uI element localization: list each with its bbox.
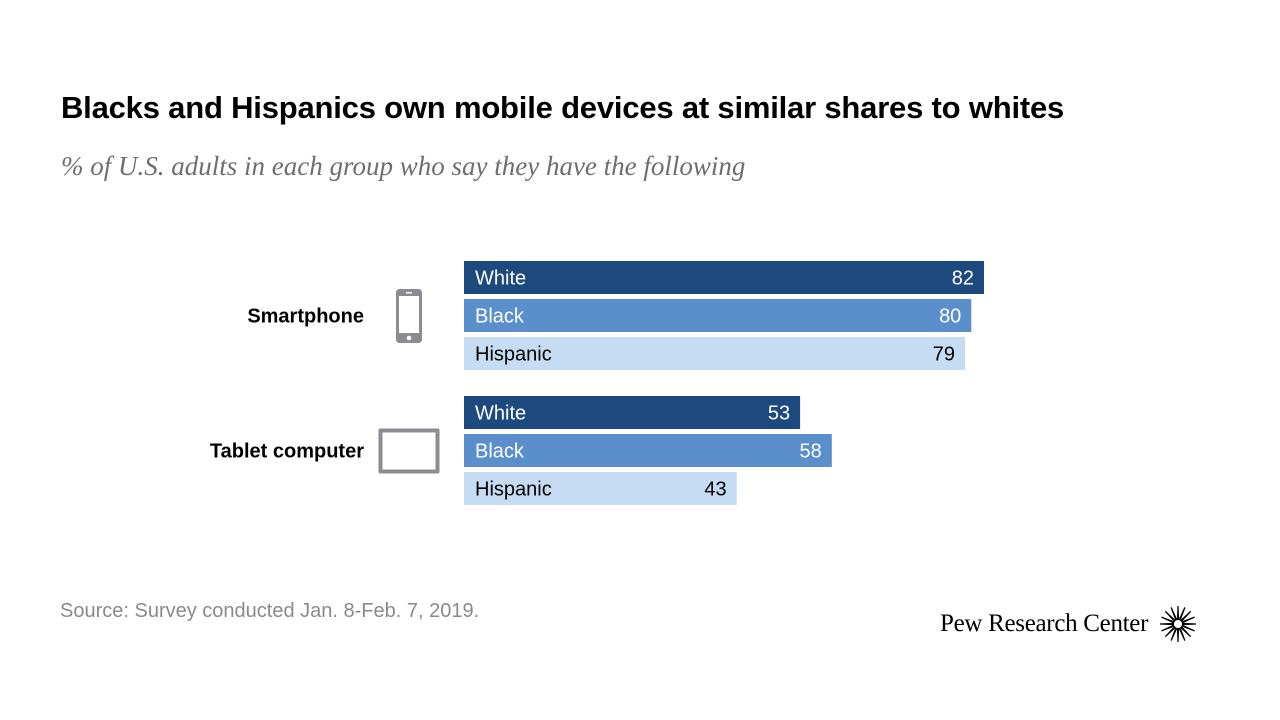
bar-value-label: 53 <box>768 403 790 425</box>
brand-logo-icon <box>1160 606 1197 642</box>
smartphone-home-button <box>406 335 412 341</box>
bar-hispanic <box>464 337 965 370</box>
bar-black <box>464 299 972 332</box>
bar-group-smartphone: Smartphone White 82 Black 80 Hispanic 79 <box>247 261 984 370</box>
bar-category-label: Black <box>475 441 525 463</box>
bar-value-label: 82 <box>952 268 974 290</box>
bar-white <box>464 261 984 294</box>
bar-value-label: 43 <box>704 479 726 501</box>
bar-category-label: White <box>475 268 526 290</box>
bar-category-label: White <box>475 403 526 425</box>
bar-category-label: Hispanic <box>475 344 552 366</box>
bar-category-label: Black <box>475 306 525 328</box>
chart-subtitle: % of U.S. adults in each group who say t… <box>61 151 746 181</box>
bar-value-label: 79 <box>933 344 955 366</box>
bar-hispanic <box>464 472 737 505</box>
smartphone-speaker <box>406 292 412 294</box>
bar-category-label: Hispanic <box>475 479 552 501</box>
bar-white <box>464 396 801 429</box>
tablet-screen <box>382 432 436 470</box>
chart-title: Blacks and Hispanics own mobile devices … <box>61 90 1065 125</box>
tablet-icon <box>378 428 440 474</box>
group-label: Smartphone <box>247 306 364 328</box>
source-note: Source: Survey conducted Jan. 8-Feb. 7, … <box>60 600 480 622</box>
brand: Pew Research Center <box>940 604 1198 644</box>
bar-group-tablet-computer: Tablet computer White 53 Black 58 Hispanic 43 <box>210 396 832 505</box>
smartphone-icon <box>396 289 422 343</box>
bar-black <box>464 434 832 467</box>
bar-value-label: 80 <box>939 306 961 328</box>
brand-name: Pew Research Center <box>940 610 1149 637</box>
bar-value-label: 58 <box>800 441 822 463</box>
smartphone-screen <box>399 296 419 333</box>
group-label: Tablet computer <box>210 441 364 463</box>
